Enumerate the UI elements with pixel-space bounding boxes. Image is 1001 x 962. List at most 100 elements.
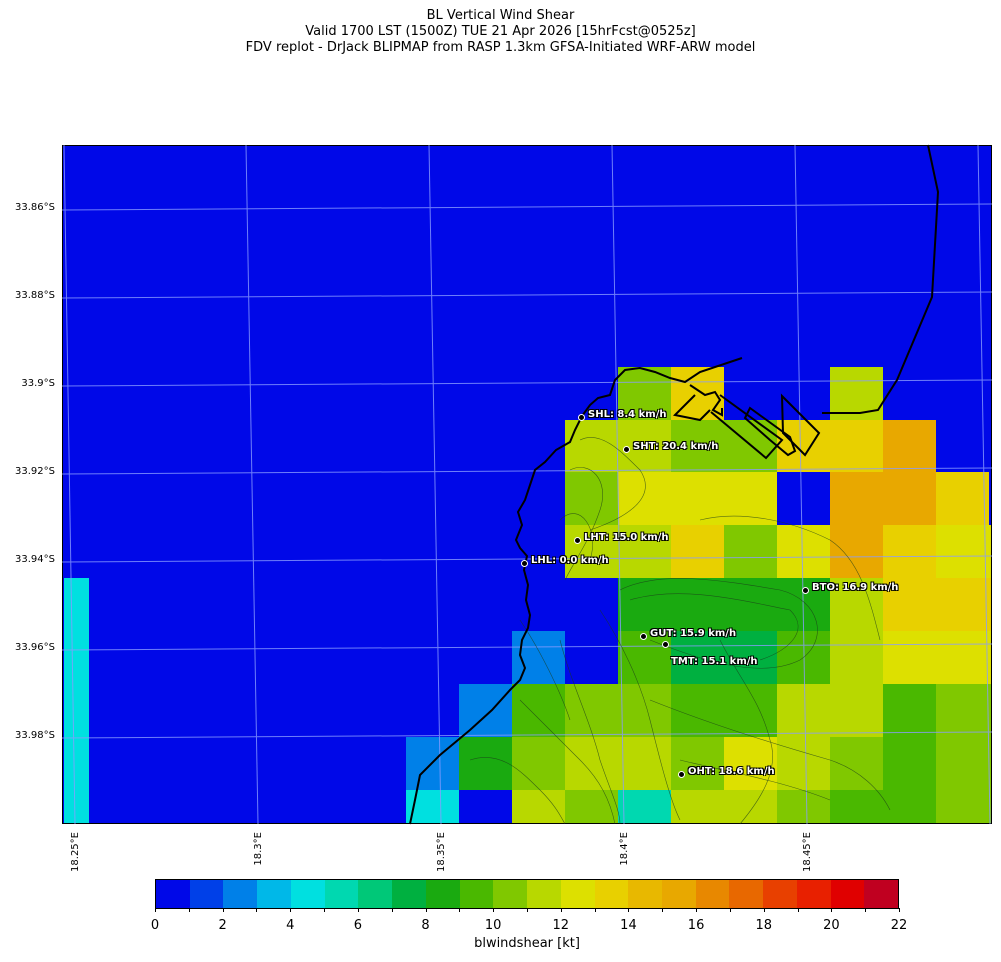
colorbar-tick-mark bbox=[391, 908, 393, 912]
colorbar-tick-label: 18 bbox=[755, 918, 772, 933]
y-tick-label: 33.9°S bbox=[21, 378, 55, 389]
colorbar-tick-mark bbox=[290, 908, 292, 912]
colorbar-tick-label: 22 bbox=[890, 918, 908, 933]
station-label: GUT: 15.9 km/h bbox=[650, 628, 737, 639]
x-tick-label: 18.3°E bbox=[253, 832, 264, 866]
heatmap-cell bbox=[883, 578, 991, 631]
heatmap-cell bbox=[512, 684, 565, 737]
colorbar-swatch bbox=[763, 880, 797, 908]
colorbar-swatch bbox=[662, 880, 696, 908]
colorbar-tick-label: 14 bbox=[620, 918, 637, 933]
heatmap-cell bbox=[883, 525, 936, 578]
heatmap-cell bbox=[512, 737, 565, 790]
heatmap-cell bbox=[777, 631, 830, 684]
colorbar-tick-mark bbox=[459, 908, 461, 912]
heatmap-cell bbox=[777, 684, 883, 737]
heatmap-cell bbox=[565, 472, 618, 525]
colorbar-swatch bbox=[729, 880, 764, 908]
heatmap-cell bbox=[830, 472, 936, 525]
colorbar-tick-mark bbox=[797, 908, 799, 912]
colorbar bbox=[155, 879, 899, 909]
heatmap-cell bbox=[671, 525, 724, 578]
colorbar-tick-mark bbox=[425, 908, 427, 912]
heatmap-cell bbox=[830, 525, 883, 578]
heatmap-cell bbox=[671, 790, 777, 823]
colorbar-tick-mark bbox=[256, 908, 258, 912]
station-label: OHT: 18.6 km/h bbox=[688, 766, 775, 777]
colorbar-tick-label: 10 bbox=[484, 918, 502, 933]
colorbar-swatch bbox=[628, 880, 663, 908]
heatmap-cell bbox=[777, 790, 830, 823]
colorbar-tick-label: 4 bbox=[286, 918, 295, 933]
y-tick-label: 33.88°S bbox=[15, 290, 55, 301]
colorbar-tick-mark bbox=[763, 908, 765, 912]
colorbar-tick-mark bbox=[662, 908, 664, 912]
colorbar-tick-mark bbox=[628, 908, 630, 912]
heatmap-cell bbox=[512, 790, 565, 823]
colorbar-swatch bbox=[189, 880, 224, 908]
y-tick-label: 33.98°S bbox=[15, 730, 55, 741]
colorbar-tick-mark bbox=[865, 908, 867, 912]
heatmap-cell bbox=[565, 790, 618, 823]
colorbar-tick-mark bbox=[155, 908, 156, 912]
y-tick-label: 33.92°S bbox=[15, 466, 55, 477]
station-label: BTO: 16.9 km/h bbox=[812, 582, 899, 593]
colorbar-swatch bbox=[324, 880, 359, 908]
heatmap-cell bbox=[406, 790, 459, 823]
colorbar-tick-label: 8 bbox=[421, 918, 430, 933]
colorbar-swatch bbox=[392, 880, 426, 908]
heatmap-cell bbox=[724, 737, 777, 790]
colorbar-label: blwindshear [kt] bbox=[474, 936, 580, 951]
station-dot[interactable] bbox=[662, 641, 669, 648]
heatmap-cell bbox=[936, 684, 991, 737]
heatmap-cell bbox=[618, 472, 777, 525]
heatmap-cell bbox=[777, 420, 883, 472]
heatmap-cell bbox=[777, 737, 830, 790]
colorbar-swatch bbox=[830, 880, 865, 908]
colorbar-swatch bbox=[223, 880, 258, 908]
heatmap-cell bbox=[459, 684, 512, 737]
colorbar-swatch bbox=[695, 880, 730, 908]
x-tick-label: 18.35°E bbox=[436, 832, 447, 872]
colorbar-swatch bbox=[594, 880, 629, 908]
y-tick-label: 33.96°S bbox=[15, 642, 55, 653]
heatmap-cell bbox=[565, 684, 671, 737]
x-tick-label: 18.25°E bbox=[70, 832, 81, 872]
station-dot[interactable] bbox=[640, 633, 647, 640]
station-dot[interactable] bbox=[521, 560, 528, 567]
station-label: SHT: 20.4 km/h bbox=[633, 441, 719, 452]
heatmap-cell bbox=[883, 737, 936, 790]
heatmap-cell bbox=[459, 737, 512, 790]
colorbar-tick-mark bbox=[493, 908, 495, 912]
heatmap-cell bbox=[883, 631, 991, 684]
heatmap-cell bbox=[883, 420, 936, 472]
station-dot[interactable] bbox=[574, 537, 581, 544]
colorbar-swatch bbox=[425, 880, 460, 908]
station-dot[interactable] bbox=[802, 587, 809, 594]
colorbar-tick-mark bbox=[188, 908, 190, 912]
station-dot[interactable] bbox=[578, 414, 585, 421]
heatmap-cell bbox=[671, 367, 724, 420]
colorbar-swatch bbox=[459, 880, 494, 908]
colorbar-tick-label: 12 bbox=[552, 918, 570, 933]
colorbar-swatch bbox=[257, 880, 291, 908]
colorbar-tick-mark bbox=[831, 908, 833, 912]
heatmap-cell bbox=[618, 578, 830, 631]
heatmap-cell bbox=[830, 737, 883, 790]
colorbar-swatch bbox=[527, 880, 561, 908]
y-tick-label: 33.86°S bbox=[15, 202, 55, 213]
colorbar-tick-mark bbox=[324, 908, 326, 912]
station-dot[interactable] bbox=[678, 771, 685, 778]
map-plot-area[interactable] bbox=[62, 145, 992, 824]
station-label: SHL: 8.4 km/h bbox=[588, 409, 667, 420]
heatmap-cell bbox=[777, 525, 830, 578]
colorbar-tick-mark bbox=[729, 908, 731, 912]
station-dot[interactable] bbox=[623, 446, 630, 453]
chart-subtitle-model: FDV replot - DrJack BLIPMAP from RASP 1.… bbox=[245, 40, 756, 55]
chart-title: BL Vertical Wind Shear bbox=[426, 8, 575, 23]
heatmap-cell bbox=[406, 737, 459, 790]
y-tick-label: 33.94°S bbox=[15, 554, 55, 565]
colorbar-tick-label: 16 bbox=[687, 918, 705, 933]
heatmap-cell bbox=[936, 525, 991, 578]
heatmap-cell bbox=[565, 737, 671, 790]
